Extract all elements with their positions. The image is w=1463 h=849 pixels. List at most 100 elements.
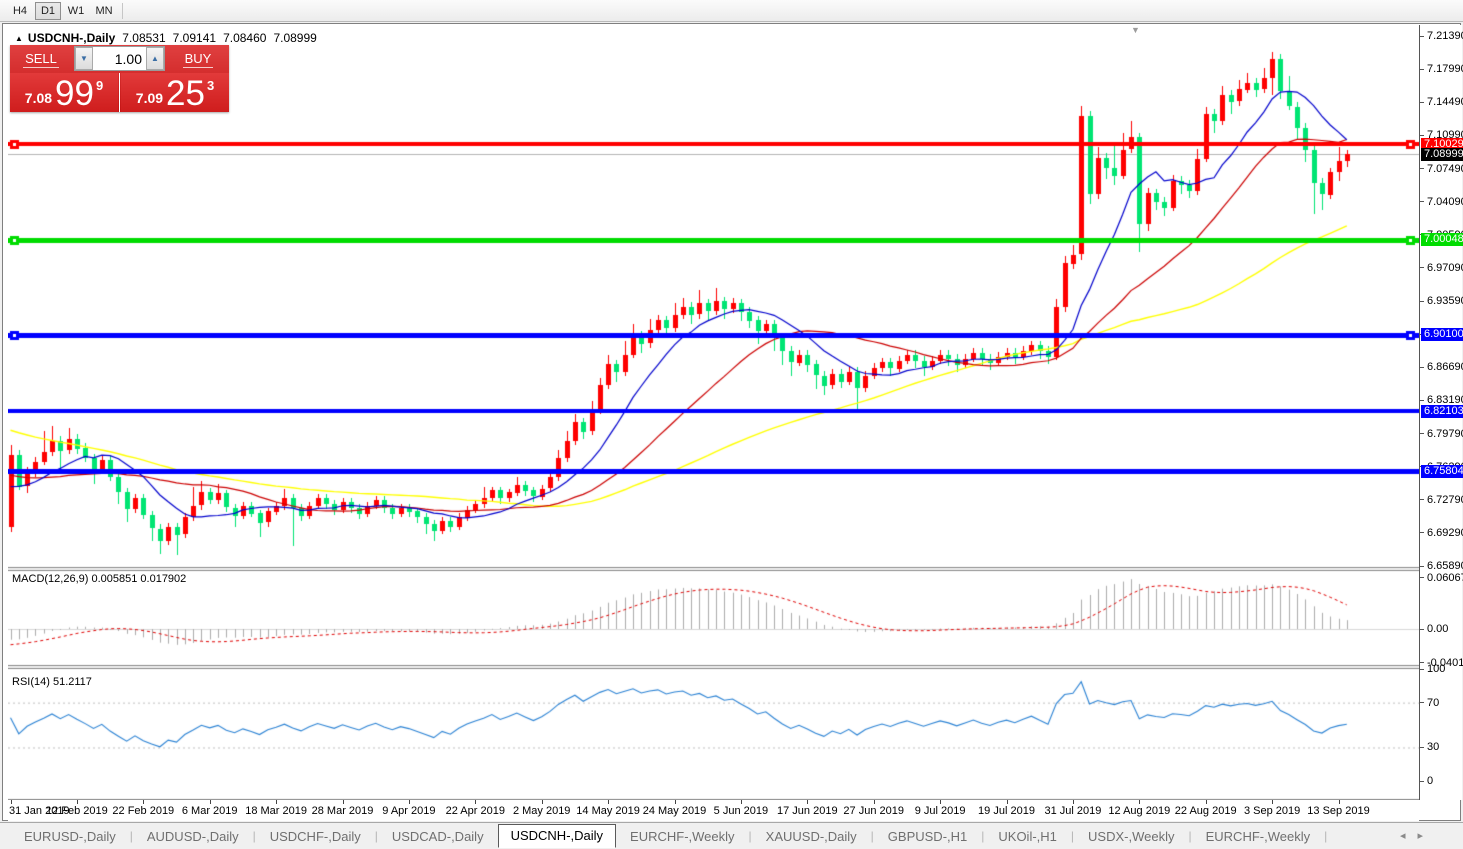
price-axis-tick [1420, 69, 1424, 70]
price-axis-tick [1420, 367, 1424, 368]
macd-axis-tick [1420, 629, 1424, 630]
date-tick [143, 800, 145, 804]
price-axis-label: 7.04090 [1427, 195, 1463, 208]
price-axis-label: 7.14490 [1427, 96, 1463, 109]
timeframe-toolbar: H4 D1 W1 MN [0, 0, 1463, 22]
symbol-tab-bar: EURUSD-,Daily | AUDUSD-,Daily | USDCHF-,Dail… [0, 822, 1463, 848]
date-tick [1072, 800, 1074, 804]
date-label: 22 Feb 2019 [112, 805, 175, 817]
symbol-tab-0[interactable]: EURUSD-,Daily [24, 828, 116, 844]
timeframe-button-mn[interactable]: MN [91, 2, 117, 20]
date-label: 22 Aug 2019 [1174, 805, 1237, 817]
ohlc-high: 7.09141 [172, 31, 217, 45]
date-label: 31 Jan 2019 [9, 805, 70, 817]
date-tick [1272, 800, 1274, 804]
buy-price-point: 3 [206, 78, 215, 93]
volume-decrease-button[interactable]: ▼ [75, 47, 93, 70]
sell-button[interactable]: SELL [10, 45, 72, 72]
price-axis-label: 6.86690 [1427, 361, 1463, 374]
hline-price-badge-0: 7.10029 [1421, 137, 1463, 151]
ohlc-open: 7.08531 [122, 31, 166, 45]
volume-input[interactable] [93, 47, 146, 70]
symbol-tab-10[interactable]: EURCHF-,Weekly [1205, 828, 1311, 844]
buy-price-base: 7.09 [135, 90, 164, 106]
tab-separator: | [748, 829, 752, 843]
date-label: 2 May 2019 [512, 805, 571, 817]
one-click-trading-panel: SELL ▼ ▲ BUY 7.08 99 9 7.09 25 3 [10, 45, 229, 112]
date-tick [342, 800, 344, 804]
volume-increase-button[interactable]: ▲ [146, 47, 164, 70]
timeframe-button-w1[interactable]: W1 [63, 2, 89, 20]
symbol-collapse-icon[interactable]: ▲ [15, 34, 23, 43]
price-axis-label: 6.97090 [1427, 261, 1463, 274]
price-axis-label: 6.83190 [1427, 394, 1463, 407]
timeframe-button-h4[interactable]: H4 [7, 2, 33, 20]
price-axis-label: 6.79790 [1427, 427, 1463, 440]
current-price-badge: 7.08999 [1421, 147, 1463, 161]
volume-stepper: ▼ ▲ [74, 46, 165, 71]
sell-price-button[interactable]: 7.08 99 9 [10, 73, 118, 112]
date-tick [940, 800, 942, 804]
timeframe-button-d1[interactable]: D1 [35, 2, 61, 20]
rsi-axis-label: 0 [1427, 775, 1434, 788]
tab-separator: | [981, 829, 985, 843]
price-chart-canvas[interactable] [8, 25, 1419, 800]
date-tick [608, 800, 610, 804]
buy-price-button[interactable]: 7.09 25 3 [121, 73, 229, 112]
sell-price-base: 7.08 [24, 90, 53, 106]
date-label: 28 Mar 2019 [311, 805, 374, 817]
date-label: 12 Aug 2019 [1108, 805, 1171, 817]
date-tick [10, 800, 12, 804]
chart-title: ▲ USDCNH-,Daily 7.08531 7.09141 7.08460 7.089… [15, 31, 317, 45]
date-tick [1006, 800, 1008, 804]
symbol-tab-1[interactable]: AUDUSD-,Daily [146, 828, 239, 844]
date-label: 12 Feb 2019 [46, 805, 108, 817]
date-axis[interactable]: 31 Jan 2019 12 Feb 2019 22 Feb 2019 6 Mar 2… [8, 800, 1419, 821]
tab-separator: | [1188, 829, 1192, 843]
hline-price-badge-2: 6.90100 [1421, 328, 1463, 342]
price-axis-tick [1420, 532, 1424, 533]
price-axis-label: 7.21390 [1427, 30, 1463, 42]
symbol-tab-2[interactable]: USDCHF-,Daily [269, 828, 361, 844]
date-tick [475, 800, 477, 804]
symbol-tab-6[interactable]: XAUUSD-,Daily [765, 828, 857, 844]
price-axis[interactable]: 7.21390 7.17990 7.14490 7.10990 7.07490 7.040… [1419, 25, 1463, 800]
symbol-tab-8[interactable]: UKOil-,H1 [998, 828, 1057, 844]
symbol-tab-4-active[interactable]: USDCNH-,Daily [497, 824, 617, 848]
symbol-tab-5[interactable]: EURCHF-,Weekly [630, 828, 735, 844]
chart-scroll-marker-icon: ▼ [1131, 25, 1140, 35]
date-tick [541, 800, 543, 804]
date-tick [408, 800, 410, 804]
price-axis-label: 7.17990 [1427, 63, 1463, 76]
price-axis-tick [1420, 400, 1424, 401]
date-label: 13 Sep 2019 [1307, 805, 1370, 817]
date-label: 5 Jun 2019 [713, 805, 769, 817]
date-label: 3 Sep 2019 [1243, 805, 1301, 817]
price-axis-tick [1420, 36, 1424, 37]
price-axis-label: 6.93590 [1427, 295, 1463, 307]
date-label: 14 May 2019 [576, 805, 640, 817]
price-axis-tick [1420, 267, 1424, 268]
buy-price-pips: 25 [166, 74, 205, 113]
symbol-tab-3[interactable]: USDCAD-,Daily [391, 828, 484, 844]
price-axis-tick [1420, 135, 1424, 136]
macd-axis-label: 0.00 [1427, 623, 1449, 635]
tabs-scroll-right-icon[interactable]: ▸ [1417, 830, 1435, 842]
tabs-scroll-left-icon[interactable]: ◂ [1399, 830, 1418, 842]
price-axis-tick [1420, 168, 1424, 169]
date-label: 19 Jul 2019 [978, 805, 1035, 817]
toolbar-separator [122, 3, 123, 19]
tab-separator: | [129, 829, 133, 843]
symbol-tab-7[interactable]: GBPUSD-,H1 [887, 828, 968, 844]
sell-price-point: 9 [95, 78, 104, 93]
symbol-tab-9[interactable]: USDX-,Weekly [1088, 828, 1175, 844]
date-tick [76, 800, 78, 804]
price-axis-label: 6.72790 [1427, 493, 1463, 506]
tab-separator: | [1070, 829, 1075, 843]
date-label: 18 Mar 2019 [245, 805, 307, 817]
price-axis-tick [1420, 499, 1424, 500]
macd-axis-tick [1420, 577, 1424, 578]
buy-button[interactable]: BUY [167, 45, 229, 72]
price-axis-tick [1420, 566, 1424, 567]
date-label: 9 Jul 2019 [914, 805, 966, 817]
